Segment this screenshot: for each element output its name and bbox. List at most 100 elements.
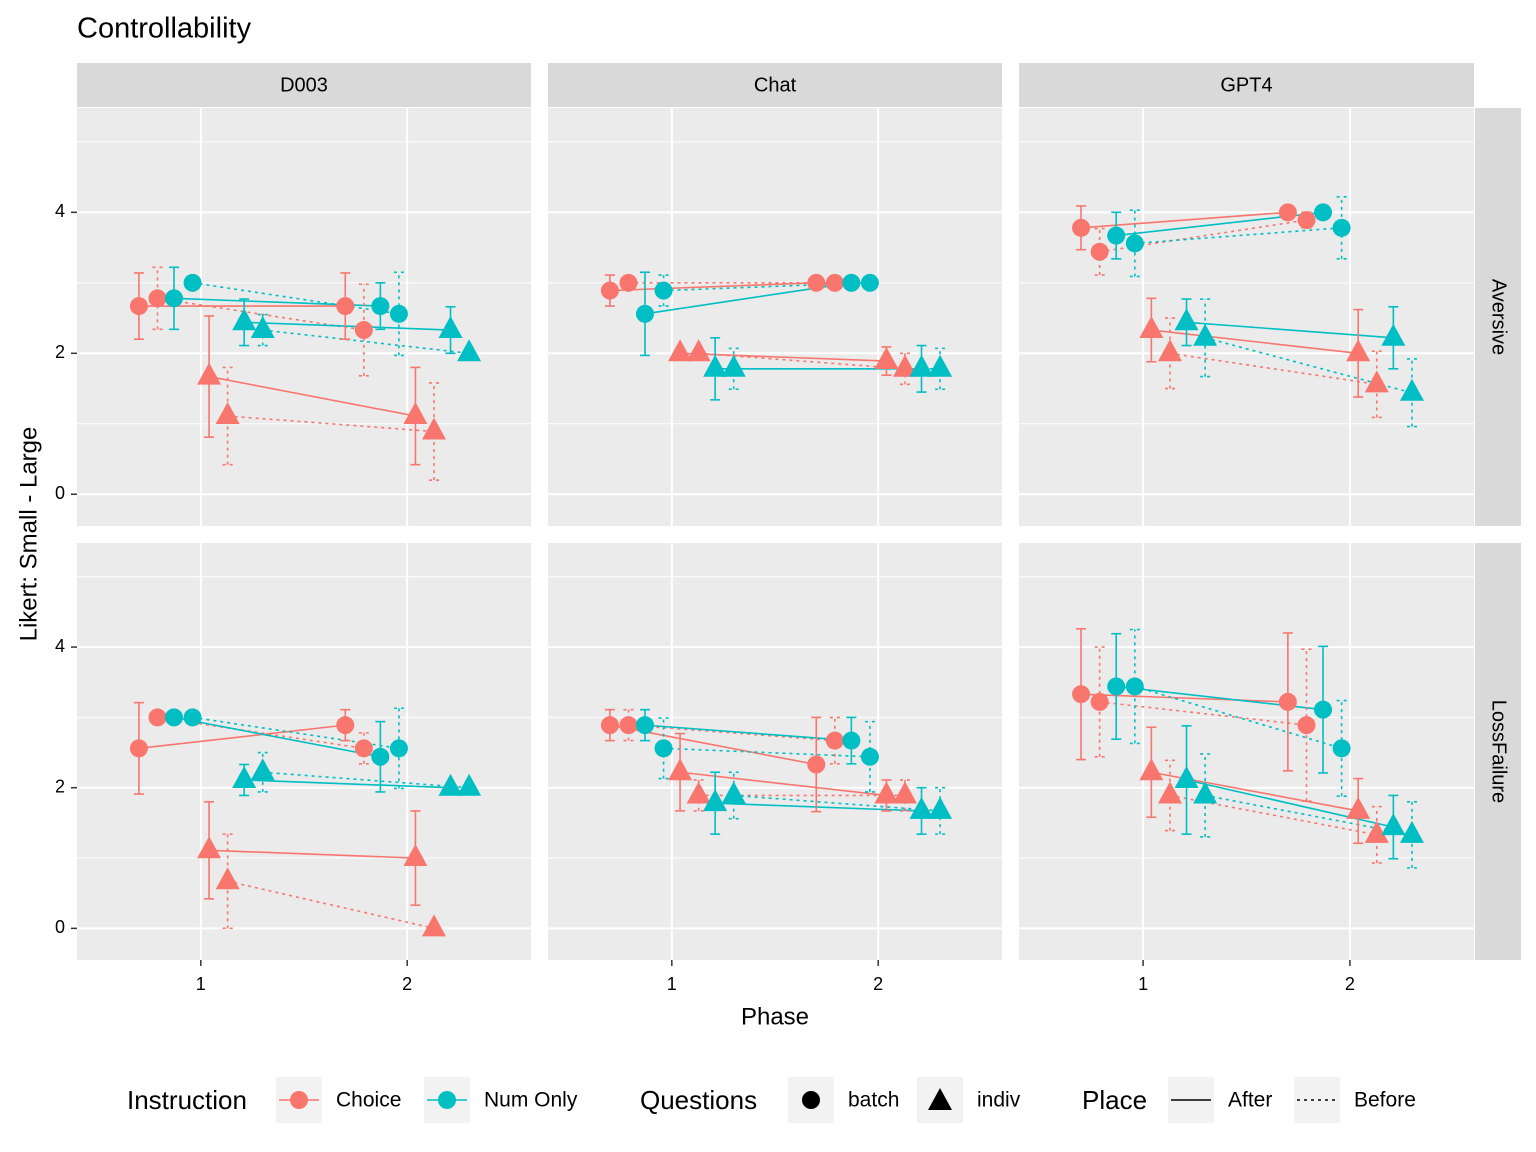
point	[215, 867, 240, 890]
point	[1157, 339, 1182, 362]
point	[807, 755, 826, 774]
error-bar	[358, 283, 369, 377]
legend-title: Instruction	[127, 1085, 247, 1115]
y-axis-label: Likert: Small - Large	[15, 427, 42, 642]
panel-background	[77, 108, 531, 526]
point	[389, 304, 408, 323]
point	[654, 739, 673, 758]
point	[438, 773, 463, 796]
point	[1278, 692, 1297, 711]
point	[928, 796, 953, 819]
series-line	[173, 716, 381, 758]
legend-label: indiv	[977, 1089, 1021, 1112]
strip-label: D003	[280, 74, 328, 96]
error-bar	[1129, 209, 1140, 278]
point	[893, 781, 918, 804]
point	[1278, 203, 1297, 222]
point	[1346, 796, 1371, 819]
point	[148, 708, 167, 727]
point	[860, 747, 879, 766]
error-bar	[429, 382, 440, 481]
point	[457, 773, 482, 796]
error-bar	[1200, 753, 1211, 838]
point	[232, 765, 257, 788]
point	[183, 708, 202, 727]
series-line	[244, 779, 451, 789]
error-bar	[1200, 298, 1211, 378]
point	[825, 273, 844, 292]
legend-label: Num Only	[484, 1089, 578, 1112]
error-bar	[393, 707, 404, 790]
point	[928, 354, 953, 377]
strip	[548, 63, 1002, 107]
point	[1346, 339, 1371, 362]
point	[1381, 323, 1406, 346]
point	[1157, 781, 1182, 804]
point	[1174, 765, 1199, 788]
point	[1399, 378, 1424, 401]
point	[336, 716, 355, 735]
error-bar	[728, 347, 739, 391]
x-tick-label: 1	[667, 974, 677, 994]
point	[703, 789, 728, 812]
point	[668, 339, 693, 362]
point	[1174, 308, 1199, 331]
x-tick-label: 2	[1345, 974, 1355, 994]
point	[619, 716, 638, 735]
error-bar	[935, 347, 946, 391]
point	[164, 289, 183, 308]
error-bar	[1406, 358, 1417, 428]
point	[1297, 716, 1316, 735]
point	[1193, 781, 1218, 804]
point	[668, 758, 693, 781]
point	[635, 304, 654, 323]
error-bar	[1301, 648, 1312, 802]
series-line	[244, 321, 451, 331]
point	[807, 273, 826, 292]
point	[686, 781, 711, 804]
error-bar	[393, 271, 404, 357]
point	[860, 273, 879, 292]
error-bar	[257, 751, 268, 793]
panel-background	[1019, 108, 1474, 526]
panel-background	[548, 108, 1002, 526]
x-tick-label: 2	[873, 974, 883, 994]
legend-label: Before	[1354, 1089, 1416, 1112]
point	[371, 747, 390, 766]
point	[354, 321, 373, 340]
error-bar	[222, 833, 233, 930]
point	[654, 281, 673, 300]
point	[1364, 370, 1389, 393]
y-tick-label: 0	[55, 483, 65, 503]
point	[1125, 677, 1144, 696]
point	[909, 796, 934, 819]
point	[1314, 700, 1333, 719]
point	[1107, 226, 1126, 245]
series-line	[208, 375, 416, 417]
point	[1364, 820, 1389, 843]
legend-title: Questions	[640, 1085, 757, 1115]
point	[619, 273, 638, 292]
strip	[1475, 108, 1521, 526]
error-bar	[152, 266, 163, 331]
point	[703, 354, 728, 377]
series-line	[1204, 337, 1413, 394]
point	[232, 308, 257, 331]
error-bar	[1406, 800, 1417, 869]
point	[1139, 758, 1164, 781]
point	[250, 316, 275, 339]
strip-label: Chat	[754, 74, 797, 96]
point	[197, 836, 222, 859]
point	[457, 339, 482, 362]
point	[1090, 242, 1109, 261]
point	[1381, 813, 1406, 836]
point	[1332, 218, 1351, 237]
legend-swatch	[438, 1091, 456, 1109]
point	[893, 354, 918, 377]
y-tick-label: 2	[55, 342, 65, 362]
legend-swatch	[290, 1091, 308, 1109]
error-bar	[1094, 646, 1105, 758]
series-line	[1134, 685, 1342, 750]
point	[1072, 685, 1091, 704]
legend-swatch	[802, 1091, 820, 1109]
